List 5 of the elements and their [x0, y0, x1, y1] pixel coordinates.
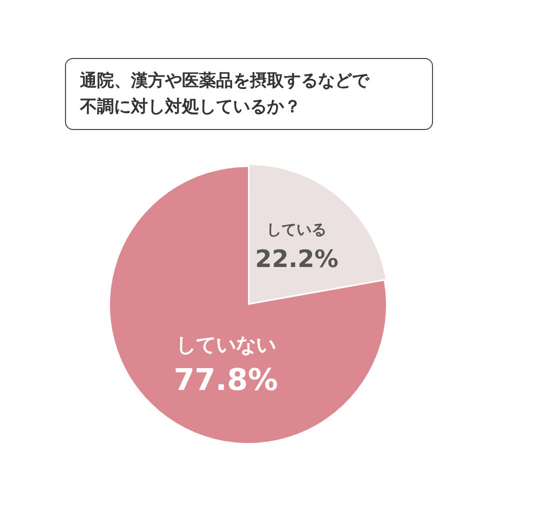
data-label: 77.8% [174, 363, 278, 398]
slice-label: している [266, 220, 327, 239]
chart-title: 通院、漢方や医薬品を摂取するなどで不調に対し対処しているか？ [80, 70, 371, 119]
data-label: 22.2% [255, 245, 338, 274]
slice-label: していない [176, 332, 276, 357]
